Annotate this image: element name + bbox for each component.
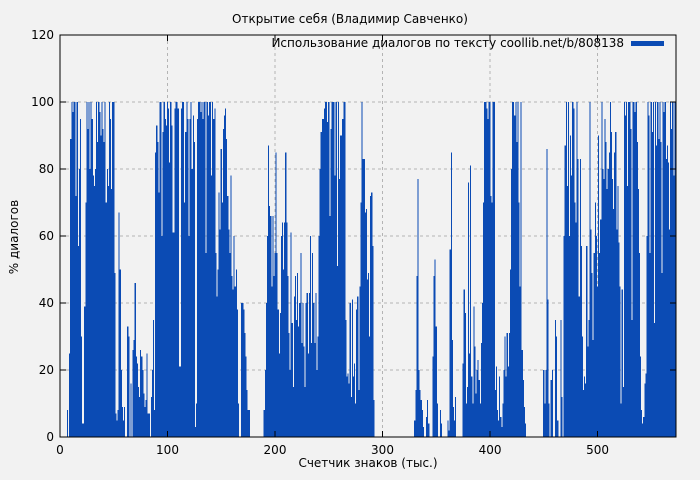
y-tick-label: 40 — [38, 296, 54, 310]
y-tick-label: 0 — [46, 430, 54, 444]
y-tick-label: 100 — [31, 95, 54, 109]
y-tick-label: 60 — [38, 229, 54, 243]
x-tick-label: 200 — [263, 443, 287, 457]
x-axis-label: Счетчик знаков (тыс.) — [298, 456, 438, 470]
x-tick-label: 0 — [56, 443, 64, 457]
y-tick-label: 120 — [31, 28, 54, 42]
legend: Использование диалогов по тексту coollib… — [0, 36, 664, 50]
x-tick-label: 300 — [371, 443, 394, 457]
x-tick-label: 400 — [478, 443, 502, 457]
legend-label: Использование диалогов по тексту coollib… — [271, 36, 624, 50]
legend-line-swatch — [631, 40, 664, 46]
chart-title: Открытие себя (Владимир Савченко) — [232, 12, 468, 26]
x-tick-label: 500 — [586, 443, 609, 457]
y-tick-label: 80 — [38, 162, 54, 176]
y-tick-label: 20 — [38, 363, 54, 377]
x-tick-label: 100 — [156, 443, 179, 457]
